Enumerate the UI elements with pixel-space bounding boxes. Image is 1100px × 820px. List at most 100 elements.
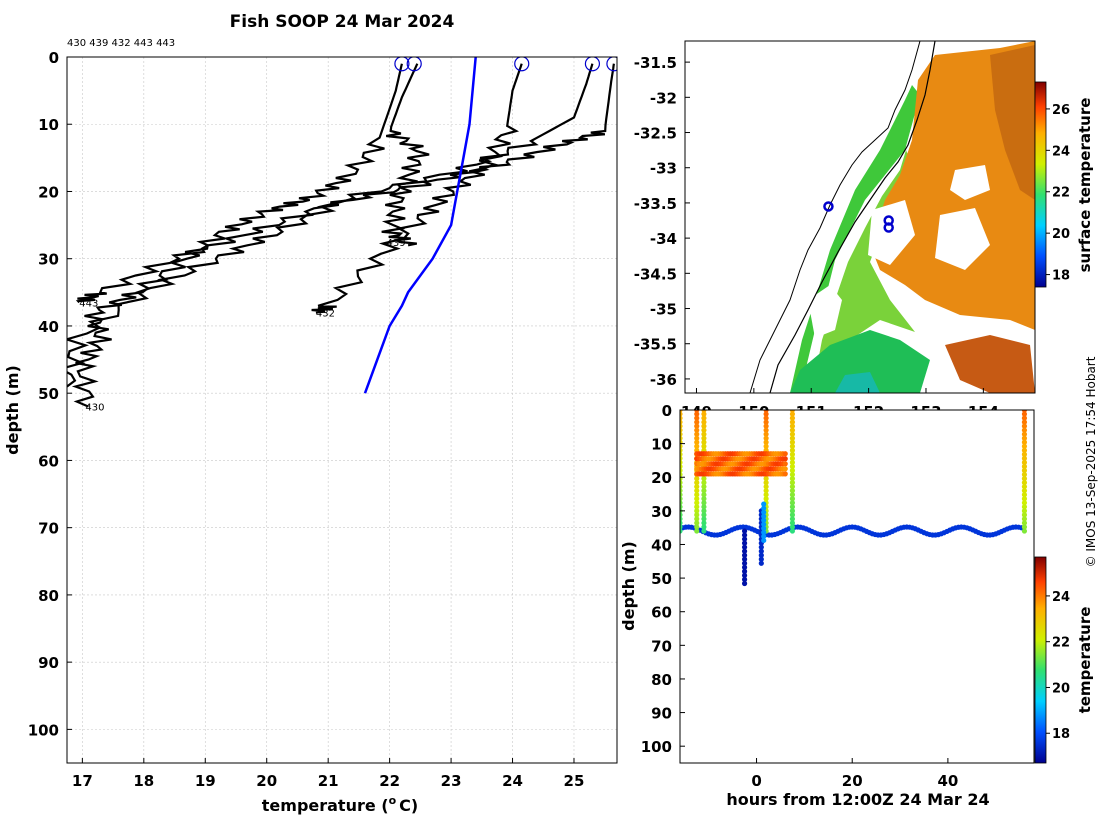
section-point — [1021, 504, 1028, 510]
section-point — [694, 415, 700, 421]
section-point — [701, 496, 707, 502]
section-y-ticks: 0 10 20 30 40 50 60 70 80 90 100 — [641, 402, 685, 756]
section-point — [694, 516, 700, 522]
section-point — [789, 524, 796, 530]
section-point — [701, 520, 707, 526]
y-tick-label: 0 — [49, 49, 59, 67]
y-tick-label: 70 — [38, 520, 59, 538]
section-point — [680, 427, 683, 433]
section-point — [741, 528, 748, 534]
section-point — [694, 431, 700, 437]
map-colorbar-tick-label: 20 — [1052, 227, 1070, 242]
section-point — [763, 480, 769, 486]
section-point — [701, 415, 707, 421]
section-point — [761, 537, 767, 544]
section-point — [680, 419, 683, 425]
section-point — [763, 419, 769, 425]
section-point — [701, 411, 707, 417]
section-point — [701, 475, 707, 482]
section-point — [789, 492, 796, 498]
profile-line-432 — [311, 63, 523, 314]
section-panel: 0 20 40 0 10 20 30 40 50 60 70 80 90 100 hours from … — [619, 402, 1094, 809]
section-point — [763, 439, 769, 445]
section-point — [789, 435, 796, 441]
section-point — [763, 484, 769, 490]
section-point — [789, 427, 796, 433]
section-y-tick-label: 80 — [651, 671, 672, 689]
surface-marker — [406, 57, 422, 72]
map-y-tick-label: -35 — [650, 301, 677, 319]
section-point — [680, 455, 683, 462]
section-point — [763, 443, 769, 449]
section-point — [1021, 451, 1028, 457]
section-point — [741, 532, 748, 538]
x-tick-label: 23 — [441, 772, 462, 790]
section-point — [701, 504, 707, 510]
surface-marker — [606, 57, 617, 72]
section-point — [694, 496, 700, 502]
section-point — [680, 512, 683, 518]
section-point — [701, 419, 707, 425]
section-point — [680, 500, 683, 506]
section-point — [789, 508, 796, 514]
x-tick-label: 20 — [256, 772, 277, 790]
profile-ids-label: 430 439 432 443 443 — [67, 38, 175, 49]
section-points — [680, 410, 1028, 587]
section-point — [741, 580, 748, 587]
section-point — [789, 480, 796, 486]
map-y-tick-label: -33.5 — [634, 195, 677, 213]
section-y-tick-label: 100 — [641, 738, 672, 756]
section-point — [789, 516, 796, 522]
section-point — [680, 435, 683, 441]
section-point — [1021, 411, 1028, 417]
section-x-tick-label: 40 — [937, 772, 958, 790]
section-point — [1021, 528, 1028, 534]
section-point — [680, 459, 683, 466]
map-y-tick-label: -31.5 — [634, 54, 677, 72]
surface-marker — [394, 57, 410, 72]
section-y-tick-label: 90 — [651, 705, 672, 723]
section-point — [701, 512, 707, 518]
section-y-axis-label: depth (m) — [619, 541, 638, 631]
section-point — [789, 484, 796, 490]
section-point — [680, 480, 683, 486]
section-point — [1021, 484, 1028, 490]
section-point — [1021, 524, 1028, 530]
section-point — [680, 492, 683, 498]
map-colorbar-tick-label: 22 — [1052, 186, 1070, 201]
section-point — [761, 533, 767, 540]
sst-gap-2 — [935, 208, 990, 270]
section-colorbar-tick-label: 18 — [1052, 727, 1070, 742]
section-point — [680, 423, 683, 429]
section-point — [694, 411, 700, 417]
section-x-tick-label: 20 — [842, 772, 863, 790]
section-point — [701, 423, 707, 429]
section-point — [701, 439, 707, 445]
section-point — [789, 431, 796, 437]
section-point — [789, 471, 796, 478]
profile-y-axis-label: depth (m) — [3, 365, 22, 455]
section-point — [789, 423, 796, 429]
section-point — [1021, 463, 1028, 470]
profile-panel: 430 439 432 443 17 18 19 20 21 22 23 24 25 0 10 20 30 4… — [3, 49, 618, 815]
section-point — [758, 548, 764, 554]
section-point — [741, 576, 748, 583]
profile-lines — [67, 63, 615, 408]
map-colorbar-tick-label: 24 — [1052, 144, 1070, 159]
section-point — [701, 500, 707, 506]
y-tick-label: 20 — [38, 183, 59, 201]
section-point — [763, 496, 769, 502]
map-y-tick-label: -32.5 — [634, 125, 677, 143]
section-x-tick-label: 0 — [751, 772, 761, 790]
section-point — [680, 484, 683, 490]
section-point — [680, 528, 683, 534]
section-point — [701, 528, 707, 534]
section-point — [701, 508, 707, 514]
y-tick-label: 30 — [38, 251, 59, 269]
profile-line-443 — [75, 63, 615, 304]
section-point — [694, 492, 700, 498]
section-point — [782, 466, 788, 472]
section-point — [789, 512, 796, 518]
section-point — [701, 488, 707, 494]
section-point — [741, 544, 748, 550]
